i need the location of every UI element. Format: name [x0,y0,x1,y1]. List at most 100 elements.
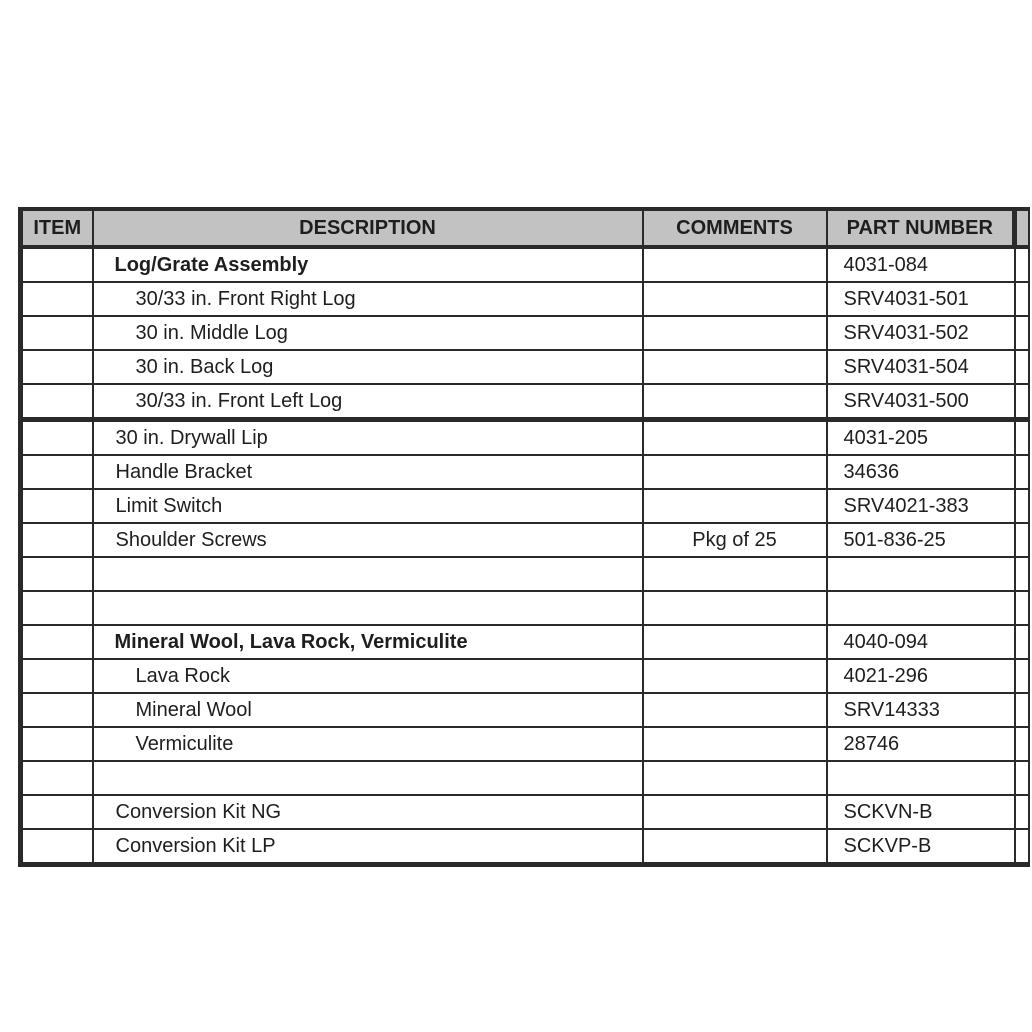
table-row: 30 in. Drywall Lip 4031-205 [19,418,1030,456]
cell-part-number: SRV4031-502 [825,315,1016,351]
table-row: 30/33 in. Front Left Log SRV4031-500 [19,383,1030,422]
cell-clipped-edge-column [1013,590,1030,626]
table-row: 30 in. Middle Log SRV4031-502 [19,315,1030,351]
cell-clipped-edge-column [1013,692,1030,728]
cell-item [19,828,94,867]
cell-item [19,349,94,385]
cell-comments [641,760,828,796]
cell-comments [641,246,828,283]
cell-clipped-edge-column [1013,726,1030,762]
cell-item [19,760,94,796]
cell-clipped-edge-column [1013,349,1030,385]
cell-clipped-edge-column [1013,383,1030,422]
cell-description: 30 in. Middle Log [91,315,644,351]
cell-clipped-edge-column [1013,624,1030,660]
cell-item [19,794,94,830]
header-item: ITEM [19,207,94,249]
header-clipped-edge-column [1012,207,1030,249]
cell-clipped-edge-column [1013,281,1030,317]
cell-part-number: 501-836-25 [825,522,1016,558]
table-row: 30/33 in. Front Right Log SRV4031-501 [19,281,1030,317]
cell-clipped-edge-column [1013,760,1030,796]
cell-part-number: SRV14333 [825,692,1016,728]
cell-clipped-edge-column [1013,658,1030,694]
cell-clipped-edge-column [1013,488,1030,524]
cell-item [19,522,94,558]
cell-part-number: SCKVN-B [825,794,1016,830]
table-row [19,590,1030,626]
table-row: Conversion Kit LP SCKVP-B [19,828,1030,867]
cell-comments [641,488,828,524]
cell-comments: Pkg of 25 [641,522,828,558]
cell-clipped-edge-column [1013,522,1030,558]
cell-item [19,315,94,351]
cell-part-number: 4031-084 [825,246,1016,283]
cell-part-number: 4021-296 [825,658,1016,694]
cell-comments [641,281,828,317]
cell-comments [641,418,828,456]
parts-table: ITEM DESCRIPTION COMMENTS PART NUMBER Lo… [18,207,1030,867]
cell-description: Shoulder Screws [91,522,644,558]
cell-part-number [825,760,1016,796]
cell-clipped-edge-column [1013,556,1030,592]
cell-part-number: 4040-094 [825,624,1016,660]
cell-description [91,556,644,592]
cell-item [19,418,94,456]
cell-comments [641,624,828,660]
cell-clipped-edge-column [1013,418,1030,456]
table-row: Lava Rock 4021-296 [19,658,1030,694]
cell-item [19,246,94,283]
cell-description: Vermiculite [91,726,644,762]
cell-part-number: SRV4031-500 [825,383,1016,422]
cell-part-number: 34636 [825,454,1016,490]
cell-clipped-edge-column [1013,454,1030,490]
table-row: 30 in. Back Log SRV4031-504 [19,349,1030,385]
table-row: Shoulder Screws Pkg of 25 501-836-25 [19,522,1030,558]
table-row: Mineral Wool, Lava Rock, Vermiculite 404… [19,624,1030,660]
header-description: DESCRIPTION [91,207,644,249]
cell-description: Log/Grate Assembly [91,246,644,283]
cell-item [19,726,94,762]
cell-comments [641,590,828,626]
cell-description: Mineral Wool, Lava Rock, Vermiculite [91,624,644,660]
cell-comments [641,383,828,422]
table-row: Handle Bracket 34636 [19,454,1030,490]
cell-description [91,760,644,796]
cell-description: Limit Switch [91,488,644,524]
cell-description: 30 in. Drywall Lip [91,418,644,456]
cell-comments [641,692,828,728]
table-row: Log/Grate Assembly 4031-084 [19,246,1030,283]
cell-comments [641,315,828,351]
cell-description: 30 in. Back Log [91,349,644,385]
cell-item [19,556,94,592]
header-row: ITEM DESCRIPTION COMMENTS PART NUMBER [19,207,1030,249]
cell-clipped-edge-column [1013,246,1030,283]
cell-comments [641,828,828,867]
cell-part-number [825,556,1016,592]
cell-description: 30/33 in. Front Right Log [91,281,644,317]
table-row [19,760,1030,796]
cell-description: 30/33 in. Front Left Log [91,383,644,422]
cell-item [19,658,94,694]
cell-part-number: 4031-205 [825,418,1016,456]
cell-part-number [825,590,1016,626]
cell-item [19,281,94,317]
cell-comments [641,658,828,694]
cell-item [19,488,94,524]
table-row: Vermiculite 28746 [19,726,1030,762]
cell-description [91,590,644,626]
table-row [19,556,1030,592]
cell-comments [641,349,828,385]
cell-part-number: SRV4031-504 [825,349,1016,385]
cell-item [19,590,94,626]
cell-description: Lava Rock [91,658,644,694]
cell-item [19,624,94,660]
cell-item [19,383,94,422]
table-row: Limit Switch SRV4021-383 [19,488,1030,524]
table-row: Mineral Wool SRV14333 [19,692,1030,728]
header-part-number: PART NUMBER [825,207,1017,249]
header-comments: COMMENTS [641,207,828,249]
cell-item [19,692,94,728]
cell-description: Mineral Wool [91,692,644,728]
